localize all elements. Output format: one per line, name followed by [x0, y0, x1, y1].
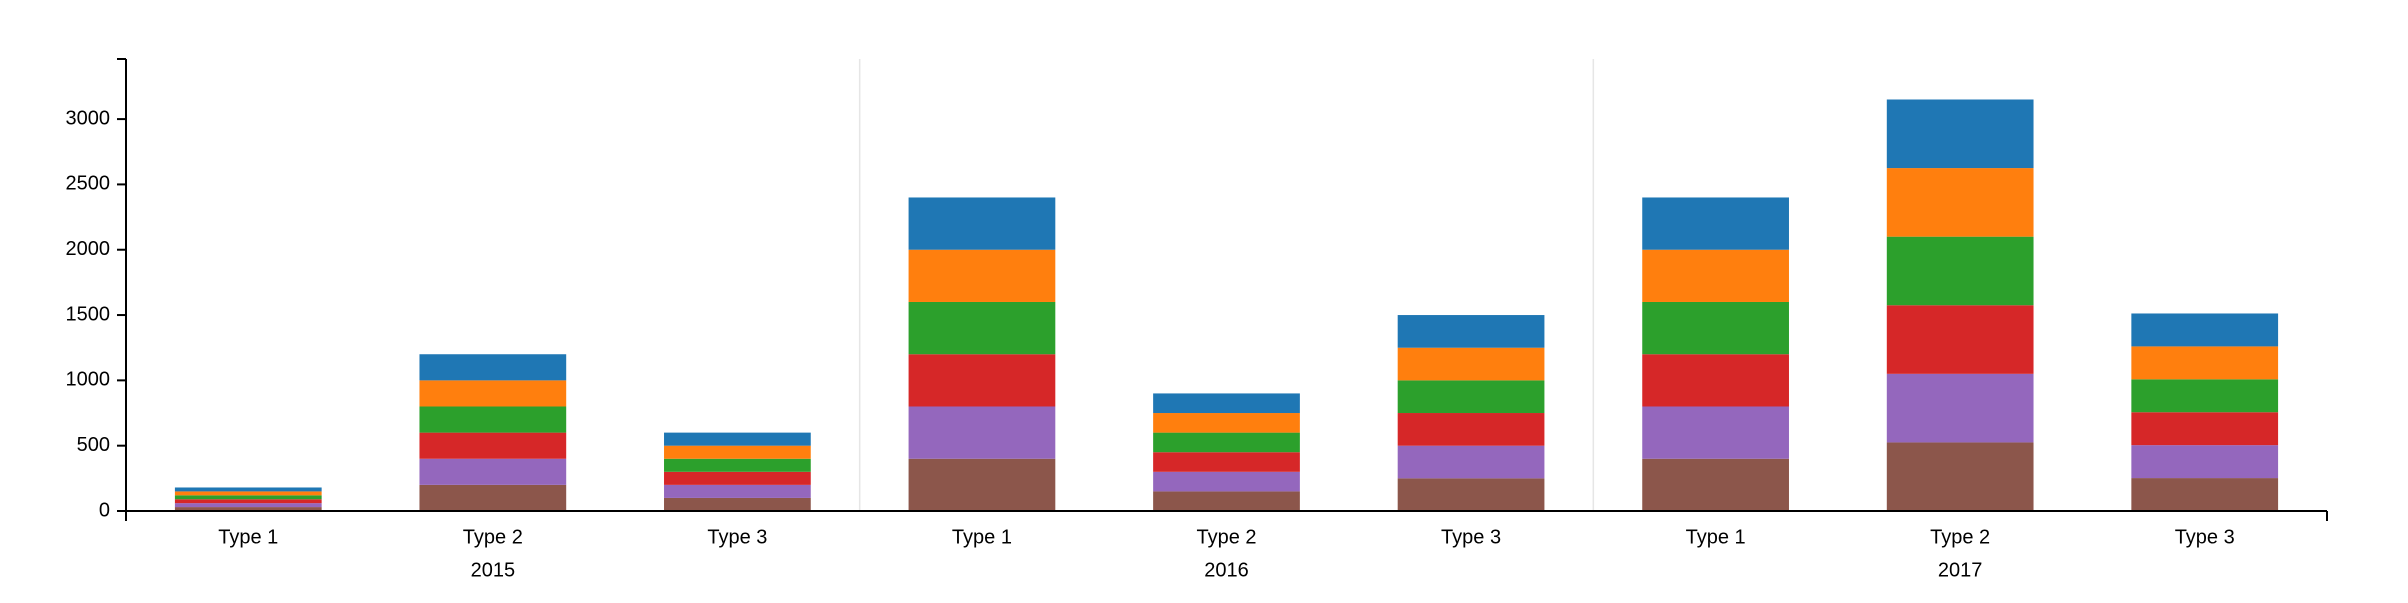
- bar-segment: [419, 484, 567, 511]
- bar-segment: [419, 380, 567, 407]
- bar-segment: [1397, 380, 1545, 414]
- group-label: 2017: [1938, 559, 1983, 581]
- group-label: 2015: [471, 559, 516, 581]
- x-tick-label: Type 2: [1196, 526, 1256, 548]
- bar-segment: [1886, 305, 2034, 374]
- bar-segment: [2131, 379, 2279, 413]
- group-label: 2016: [1204, 559, 1249, 581]
- bar-segment: [1397, 315, 1545, 348]
- x-tick-label: Type 1: [218, 526, 278, 548]
- bar-segment: [174, 491, 322, 496]
- bar-segment: [2131, 478, 2279, 511]
- bar-segment: [664, 432, 811, 446]
- bar-segment: [1153, 471, 1300, 492]
- bar-segment: [664, 458, 811, 472]
- bar-segment: [2131, 313, 2279, 347]
- bar-segment: [664, 497, 811, 511]
- bar-segment: [1886, 99, 2034, 169]
- bar-segment: [419, 406, 567, 433]
- bar-segment: [419, 432, 567, 459]
- x-tick-label: Type 3: [1441, 526, 1501, 548]
- bar-segment: [1642, 406, 1789, 459]
- bar-segment: [1153, 432, 1300, 453]
- bar-segment: [1642, 458, 1789, 511]
- bar-segment: [174, 503, 322, 508]
- bar-segment: [1153, 491, 1300, 511]
- bar-segment: [1153, 452, 1300, 472]
- bar-segment: [1642, 249, 1789, 302]
- bar-segment: [664, 445, 811, 459]
- bar-segment: [419, 354, 567, 381]
- y-tick-label: 1500: [66, 303, 111, 325]
- y-tick-label: 3000: [66, 107, 111, 129]
- bar-segment: [174, 495, 322, 500]
- bar-segment: [908, 354, 1056, 407]
- x-tick-label: Type 3: [707, 526, 767, 548]
- bar-segment: [1642, 354, 1789, 407]
- bar-segment: [174, 487, 322, 492]
- x-tick-label: Type 2: [1930, 526, 1990, 548]
- bar-segment: [419, 458, 567, 485]
- x-tick-label: Type 1: [1686, 526, 1746, 548]
- bar-segment: [664, 471, 811, 485]
- bar-segment: [1153, 413, 1300, 433]
- bar-segment: [908, 301, 1056, 355]
- bar-segment: [174, 499, 322, 504]
- bar-segment: [908, 458, 1056, 511]
- x-tick-label: Type 1: [952, 526, 1012, 548]
- bar-segment: [1397, 445, 1545, 479]
- bar-segment: [1397, 347, 1545, 381]
- bar-segment: [2131, 445, 2279, 479]
- bar-segment: [1886, 236, 2034, 306]
- bar-segment: [908, 197, 1056, 250]
- bar-segment: [1642, 301, 1789, 355]
- bar-segment: [2131, 412, 2279, 446]
- y-tick-label: 2500: [66, 173, 111, 195]
- bar-segment: [1397, 413, 1545, 446]
- y-tick-label: 500: [77, 434, 110, 456]
- x-tick-label: Type 3: [2175, 526, 2235, 548]
- y-tick-label: 1000: [66, 369, 111, 391]
- y-tick-label: 2000: [66, 238, 111, 260]
- x-tick-label: Type 2: [463, 526, 523, 548]
- y-tick-label: 0: [99, 499, 110, 521]
- bar-segment: [1886, 168, 2034, 237]
- bar-segment: [908, 406, 1056, 459]
- bar-segment: [174, 507, 322, 511]
- bar-segment: [908, 249, 1056, 302]
- bar-segment: [1642, 197, 1789, 250]
- bar-segment: [1397, 478, 1545, 511]
- bar-segment: [2131, 346, 2279, 380]
- bar-segment: [1886, 373, 2034, 443]
- bar-segment: [1153, 393, 1300, 414]
- bar-segment: [1886, 442, 2034, 511]
- bar-segment: [664, 484, 811, 498]
